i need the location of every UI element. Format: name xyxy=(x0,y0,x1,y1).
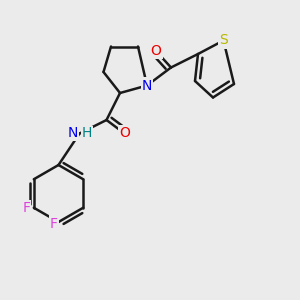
Text: O: O xyxy=(119,127,130,140)
Text: F: F xyxy=(22,201,30,215)
Text: S: S xyxy=(219,34,228,47)
Text: H: H xyxy=(82,127,92,140)
Text: O: O xyxy=(151,44,161,58)
Text: N: N xyxy=(142,79,152,92)
Text: F: F xyxy=(50,217,58,230)
Text: N: N xyxy=(68,127,78,140)
